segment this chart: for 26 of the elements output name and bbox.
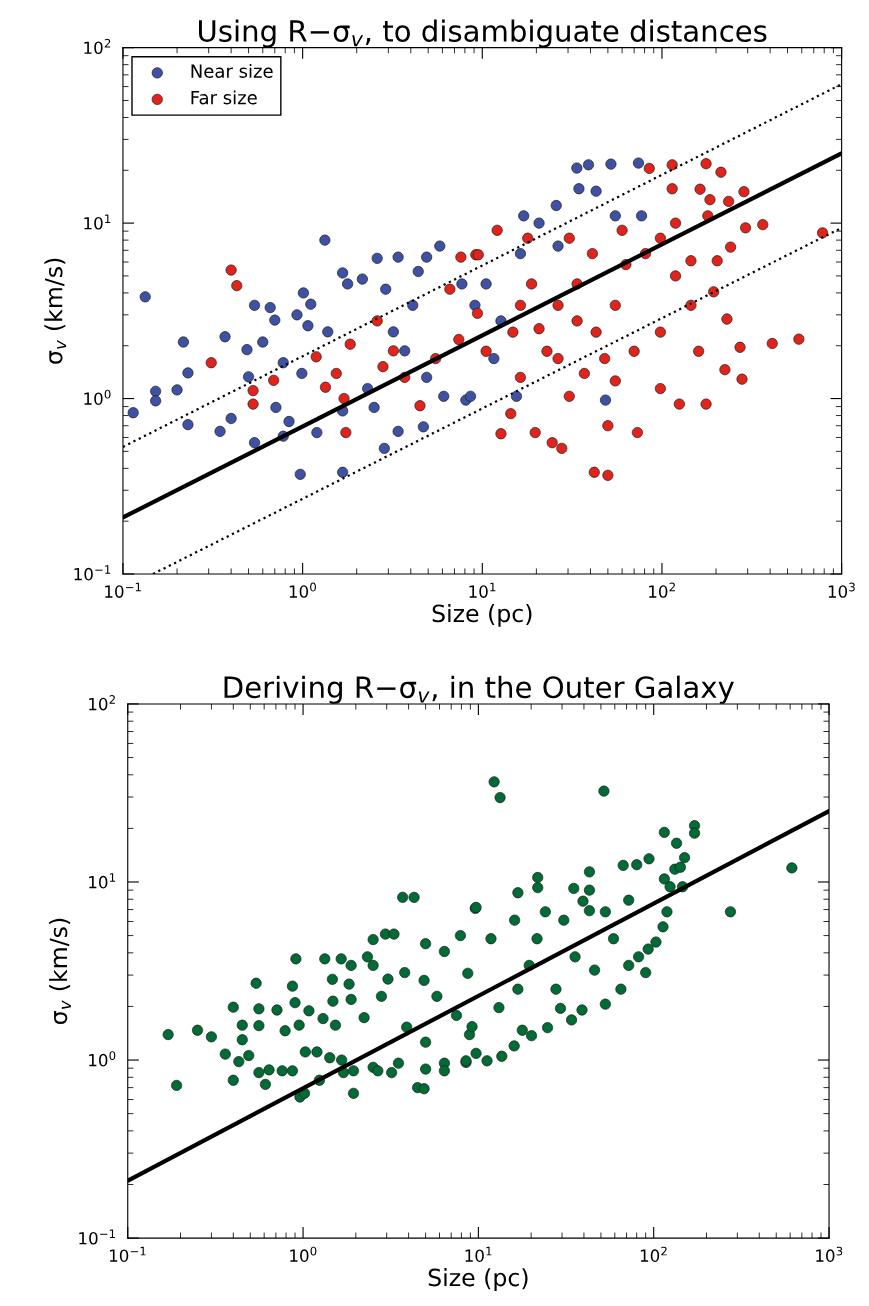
y-tick-label: 10$^{1}$ bbox=[84, 214, 111, 230]
x-tick-label: 10$^{2}$ bbox=[649, 582, 675, 598]
y-tick-label: 10$^{1}$ bbox=[89, 873, 116, 889]
x-tick-label: 10$^{3}$ bbox=[816, 1246, 843, 1262]
y-tick-label: 10$^{−1}$ bbox=[74, 565, 111, 581]
x-tick-label: 10$^{1}$ bbox=[465, 1246, 492, 1262]
y-tick-label: 10$^{0}$ bbox=[89, 1051, 116, 1067]
y-tick-label: 10$^{0}$ bbox=[84, 389, 111, 405]
x-axis-title: Size (pc) bbox=[428, 1268, 528, 1291]
chart-title: Deriving R−σ$_{v}$, in the Outer Galaxy bbox=[224, 675, 734, 704]
x-axis-title: Size (pc) bbox=[432, 604, 532, 627]
x-tick-label: 10$^{0}$ bbox=[290, 1246, 317, 1262]
x-tick-label: 10$^{3}$ bbox=[828, 582, 855, 598]
x-tick-label: 10$^{1}$ bbox=[469, 582, 496, 598]
x-tick-label: 10$^{−1}$ bbox=[105, 582, 141, 598]
legend-label: Far size bbox=[191, 90, 257, 105]
x-tick-label: 10$^{−1}$ bbox=[109, 1246, 146, 1262]
y-tick-label: 10$^{2}$ bbox=[89, 695, 115, 711]
x-tick-label: 10$^{2}$ bbox=[640, 1246, 667, 1262]
y-tick-label: 10$^{−1}$ bbox=[79, 1229, 115, 1245]
y-axis-title: σ$_{v}$ (km/s) bbox=[49, 918, 71, 1025]
chart-title: Using R−σ$_{v}$, to disambiguate distances bbox=[199, 19, 767, 48]
y-tick-label: 10$^{2}$ bbox=[84, 38, 111, 55]
y-axis-title: σ$_{v}$ (km/s) bbox=[44, 258, 67, 364]
x-tick-label: 10$^{0}$ bbox=[289, 582, 316, 598]
legend-label: Near size bbox=[191, 63, 273, 78]
